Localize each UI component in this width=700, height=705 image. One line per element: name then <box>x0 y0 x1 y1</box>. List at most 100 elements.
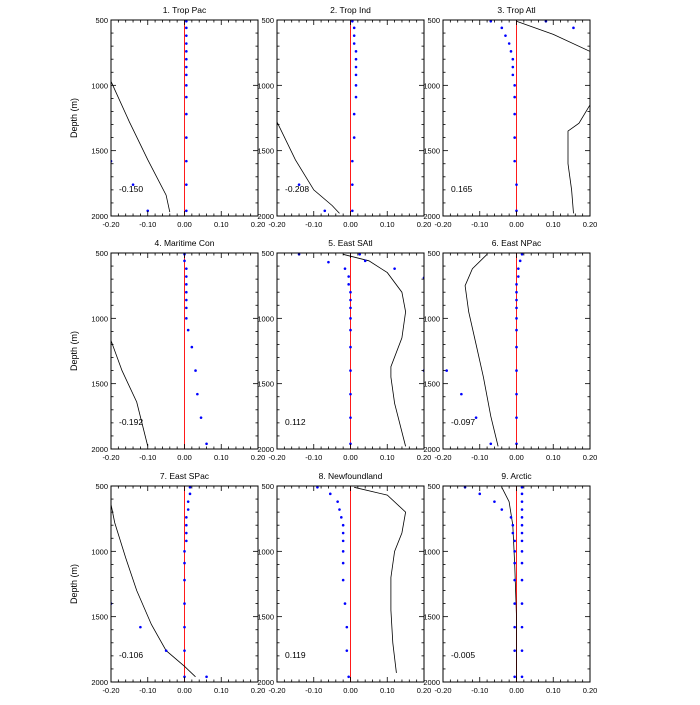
data-point <box>513 625 516 629</box>
data-point <box>520 550 524 553</box>
data-point <box>511 65 515 69</box>
data-point <box>185 298 188 302</box>
data-point <box>520 649 524 652</box>
plot-area <box>316 486 407 682</box>
data-point <box>323 209 327 213</box>
panel-value-label: -0.106 <box>119 650 143 660</box>
data-point <box>515 183 518 186</box>
data-point <box>185 523 188 527</box>
panel-value-label: 0.112 <box>285 417 306 427</box>
profile-line <box>464 254 499 447</box>
data-point <box>513 561 516 565</box>
data-point <box>343 602 347 605</box>
x-tick-label: 0.10 <box>214 453 229 462</box>
y-tick-label: 1500 <box>257 613 274 622</box>
data-point <box>347 675 350 679</box>
data-point <box>520 500 524 503</box>
y-tick-label: 1500 <box>423 613 440 622</box>
data-point <box>513 159 516 163</box>
data-point <box>489 442 493 446</box>
y-tick-label: 2000 <box>257 212 274 221</box>
panel-2: 2. Trop Ind -0.20 -0.10 0.00 0.10 0.20 500 1000… <box>257 5 431 229</box>
panel-title: 7. East SPac <box>160 471 210 481</box>
data-point <box>513 550 516 553</box>
x-tick-label: -0.10 <box>139 686 156 695</box>
data-point <box>351 20 354 23</box>
data-point <box>183 578 186 582</box>
x-tick-label: -0.20 <box>434 220 451 229</box>
data-point <box>185 317 188 320</box>
data-point <box>185 34 188 37</box>
data-point <box>500 26 504 30</box>
data-point <box>358 253 361 256</box>
x-tick-label: 0.20 <box>417 686 432 695</box>
plot-area <box>445 253 524 449</box>
y-tick-label: 2000 <box>423 212 440 221</box>
data-point <box>185 112 188 116</box>
y-tick-label: 500 <box>261 482 274 491</box>
data-point <box>185 57 188 61</box>
y-tick-label: 1000 <box>91 81 108 90</box>
y-tick-label: 500 <box>95 482 108 491</box>
data-point <box>341 550 345 553</box>
data-point <box>336 500 339 503</box>
panel-value-label: -0.208 <box>285 184 309 194</box>
data-point <box>341 578 345 582</box>
x-tick-label: 0.20 <box>583 686 598 695</box>
data-point <box>515 317 518 320</box>
data-point <box>493 500 496 503</box>
y-tick-label: 2000 <box>423 445 440 454</box>
data-point <box>185 209 188 213</box>
data-point <box>513 675 516 679</box>
data-point <box>205 675 208 679</box>
y-tick-label: 500 <box>261 16 274 25</box>
panel-value-label: 0.165 <box>451 184 473 194</box>
y-tick-label: 500 <box>95 249 108 258</box>
y-axis-label: Depth (m) <box>69 564 79 604</box>
x-tick-label: 0.00 <box>343 453 358 462</box>
x-tick-label: -0.10 <box>471 220 488 229</box>
data-point <box>513 112 516 116</box>
y-tick-label: 1500 <box>91 613 108 622</box>
plot-area <box>111 20 188 216</box>
data-point <box>515 328 518 332</box>
data-point <box>513 95 516 99</box>
data-point <box>343 267 347 270</box>
data-point <box>354 65 358 69</box>
panel-title: 4. Maritime Con <box>155 238 215 248</box>
data-point <box>513 84 516 87</box>
x-tick-label: 0.00 <box>509 453 524 462</box>
data-point <box>520 578 524 582</box>
panel-4: 4. Maritime Con -0.20 -0.10 0.00 0.10 0.20 500… <box>69 238 265 462</box>
profile-line <box>111 504 196 678</box>
panel-title: 1. Trop Pac <box>163 5 207 15</box>
data-point <box>183 625 186 629</box>
data-point <box>513 578 516 582</box>
data-point <box>185 73 188 77</box>
data-point <box>347 283 350 286</box>
data-point <box>515 283 518 286</box>
x-tick-label: 0.10 <box>546 686 561 695</box>
data-point <box>352 42 356 45</box>
data-point <box>520 492 524 496</box>
data-point <box>349 317 352 320</box>
data-point <box>515 290 518 294</box>
data-point <box>185 26 188 30</box>
plot-area <box>297 253 424 449</box>
data-point <box>338 508 341 511</box>
x-tick-label: -0.10 <box>471 453 488 462</box>
x-tick-label: 0.20 <box>251 453 266 462</box>
y-tick-label: 1000 <box>423 547 440 556</box>
data-point <box>185 50 188 53</box>
y-tick-label: 1000 <box>257 81 274 90</box>
profile-line <box>111 339 149 447</box>
y-tick-label: 2000 <box>257 445 274 454</box>
y-tick-label: 1000 <box>257 547 274 556</box>
panel-value-label: 0.119 <box>285 650 306 660</box>
x-tick-label: 0.10 <box>546 220 561 229</box>
plot-area <box>111 253 208 449</box>
data-point <box>185 531 188 535</box>
x-tick-label: -0.20 <box>102 686 119 695</box>
data-point <box>520 602 524 605</box>
